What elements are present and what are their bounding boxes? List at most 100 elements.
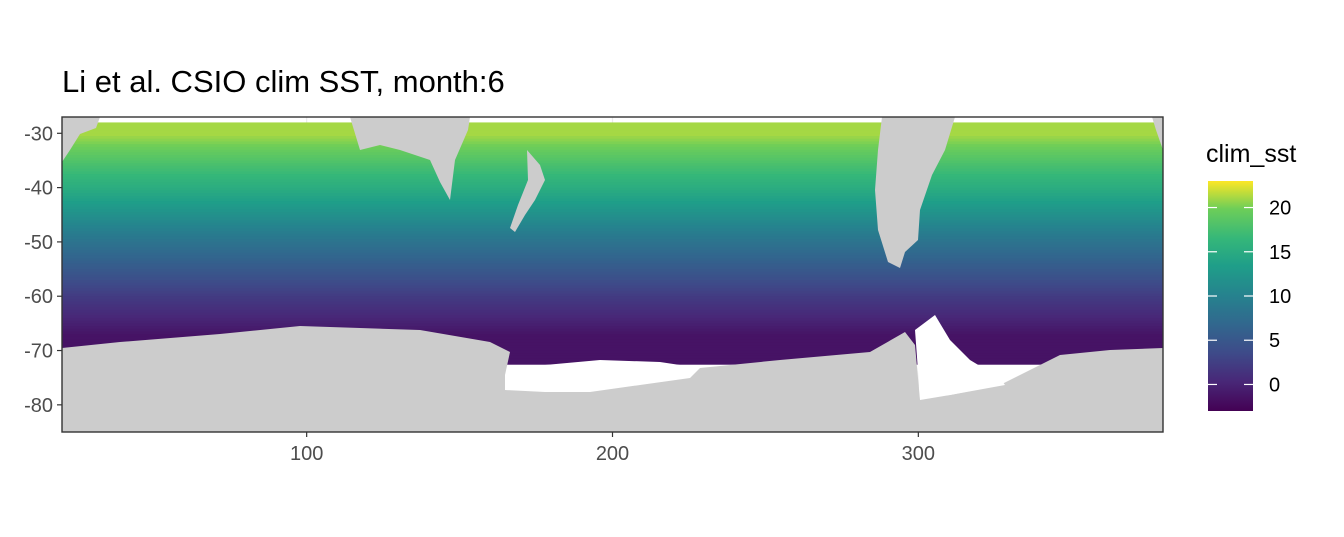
y-tick-label: -80 [24,395,53,417]
sst-band [62,168,1163,172]
sst-band [62,201,1163,205]
y-tick-label: -30 [24,123,53,145]
sst-band [62,309,1163,314]
sst-band [62,263,1163,267]
chart-title: Li et al. CSIO clim SST, month:6 [62,64,505,99]
sst-band [62,179,1163,183]
sst-band [62,293,1163,297]
legend-tick-label: 10 [1269,286,1291,308]
sst-band [62,125,1163,129]
sst-band [62,171,1163,175]
y-tick-label: -60 [24,286,53,308]
sst-band [62,260,1163,265]
land-south-america [875,117,955,268]
legend-ticks: 20 15 10 5 0 [1208,198,1291,396]
sst-band [62,247,1163,251]
sst-band [62,195,1163,200]
sst-band [62,144,1163,148]
sst-band [62,277,1163,281]
sst-band [62,149,1163,153]
sst-band [62,301,1163,305]
sst-band [62,198,1163,202]
sst-band [62,269,1163,273]
sst-band [62,127,1163,132]
map-panel [62,117,1163,432]
sst-band [62,206,1163,210]
x-axis: 100 200 300 [290,432,935,465]
sst-band [62,345,1163,349]
sst-band [62,296,1163,300]
sst-band [62,353,1163,357]
sst-band [62,184,1163,189]
legend-tick-label: 5 [1269,330,1280,352]
sst-band [62,136,1163,140]
x-tick-label: 100 [290,443,323,465]
sst-band [62,342,1163,346]
sst-band [62,217,1163,221]
sst-band [62,355,1163,360]
sst-band [62,203,1163,208]
sst-band [62,334,1163,338]
x-tick-label: 300 [902,443,935,465]
sst-band [62,312,1163,316]
sst-band [62,258,1163,262]
sst-band [62,274,1163,278]
legend-tick-label: 20 [1269,198,1291,220]
sst-band [62,236,1163,240]
sst-band [62,138,1163,143]
sst-band [62,279,1163,284]
x-tick-label: 200 [596,443,629,465]
sst-band [62,146,1163,151]
land-australia [350,117,470,200]
sst-band [62,339,1163,343]
land-south-africa-east [1152,117,1163,150]
sst-band [62,209,1163,213]
sst-band [62,317,1163,322]
sst-band [62,141,1163,145]
sst-band [62,187,1163,191]
sst-band [62,174,1163,178]
sst-band [62,307,1163,311]
sst-band [62,163,1163,167]
sst-band [62,304,1163,308]
sst-band [62,233,1163,238]
sst-band [62,288,1163,292]
sst-band [62,331,1163,335]
sst-band [62,152,1163,156]
sst-band [62,271,1163,276]
sst-band [62,326,1163,330]
sst-band [62,298,1163,303]
sst-band [62,328,1163,333]
land-africa [62,117,100,162]
sst-band [62,130,1163,134]
ice-ross-sea [505,360,700,392]
legend-title: clim_sst [1206,140,1297,168]
sst-band [62,282,1163,286]
ice-weddell-sea [915,315,1005,398]
sst-band [62,214,1163,219]
sst-band [62,228,1163,232]
y-tick-label: -40 [24,178,53,200]
land-new-zealand [510,150,545,232]
sst-field [62,122,1163,365]
sst-band [62,157,1163,162]
sst-band [62,285,1163,289]
sst-band [62,220,1163,224]
legend: 20 15 10 5 0 [1208,181,1291,411]
sst-band [62,320,1163,324]
legend-tick-label: 0 [1269,374,1280,396]
sst-band [62,225,1163,229]
sst-band [62,336,1163,341]
sst-band [62,255,1163,259]
sst-band [62,176,1163,181]
sst-band [62,244,1163,248]
y-axis: -30 -40 -50 -60 -70 -80 [24,123,62,417]
legend-tick-label: 15 [1269,242,1291,264]
sst-band [62,165,1163,170]
sst-band [62,266,1163,270]
sst-band [62,133,1163,137]
sst-band [62,290,1163,295]
sst-band [62,231,1163,235]
sst-band [62,193,1163,197]
